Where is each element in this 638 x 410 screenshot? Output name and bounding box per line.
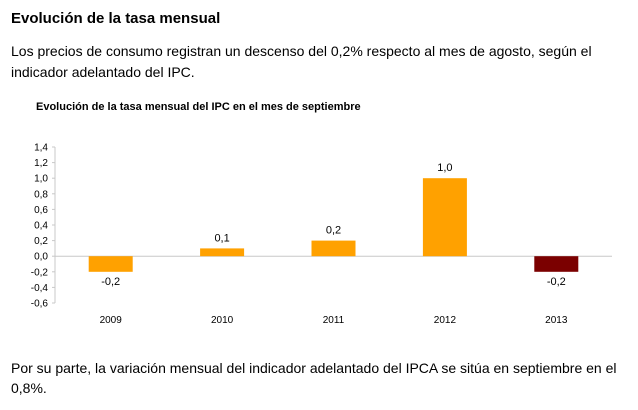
data-label: 0,2	[326, 225, 341, 237]
y-tick-label: -0,4	[31, 283, 49, 294]
data-label: -0,2	[547, 276, 566, 288]
bar-2009	[88, 256, 133, 272]
y-tick-label: 0,4	[34, 221, 48, 232]
data-label: 0,1	[214, 232, 229, 244]
x-tick-label: 2013	[545, 315, 568, 326]
bar-2012	[422, 178, 467, 257]
x-axis-labels: 2009 2010 2011 2012 2013	[100, 315, 568, 326]
x-tick-label: 2012	[434, 315, 457, 326]
y-tick-label: 1,0	[34, 174, 48, 185]
y-tick-label: -0,2	[31, 267, 49, 278]
data-label: 1,0	[437, 162, 452, 174]
y-tick-label: 0,8	[34, 189, 48, 200]
y-tick-label: -0,6	[31, 299, 49, 310]
page-title: Evolución de la tasa mensual	[11, 10, 221, 27]
bar-2013	[534, 256, 579, 272]
y-tick-label: 0,2	[34, 236, 48, 247]
bars: -0,2 0,1 0,2 1,0 -0,2	[88, 162, 579, 288]
x-tick-label: 2009	[100, 315, 123, 326]
x-tick-label: 2011	[323, 315, 345, 326]
intro-paragraph: Los precios de consumo registran un desc…	[11, 43, 592, 80]
data-label: -0,2	[101, 276, 120, 288]
bar-chart: 1,4 1,2 1,0 0,8 0,6 0,4 0,2 0,0 -0,2 -0,4 -0,6 -0,…	[31, 143, 612, 326]
chart-title: Evolución de la tasa mensual del IPC en …	[36, 101, 361, 113]
footer-paragraph: Por su parte, la variación mensual del i…	[11, 360, 617, 396]
x-tick-label: 2010	[211, 315, 234, 326]
bar-2011	[311, 240, 356, 257]
y-axis-ticks: 1,4 1,2 1,0 0,8 0,6 0,4 0,2 0,0 -0,2 -0,4 -0,6	[31, 143, 55, 310]
bar-2010	[200, 248, 245, 257]
y-tick-label: 0,0	[34, 252, 48, 263]
y-tick-label: 1,4	[34, 143, 48, 154]
y-tick-label: 1,2	[34, 158, 48, 169]
y-tick-label: 0,6	[34, 205, 48, 216]
